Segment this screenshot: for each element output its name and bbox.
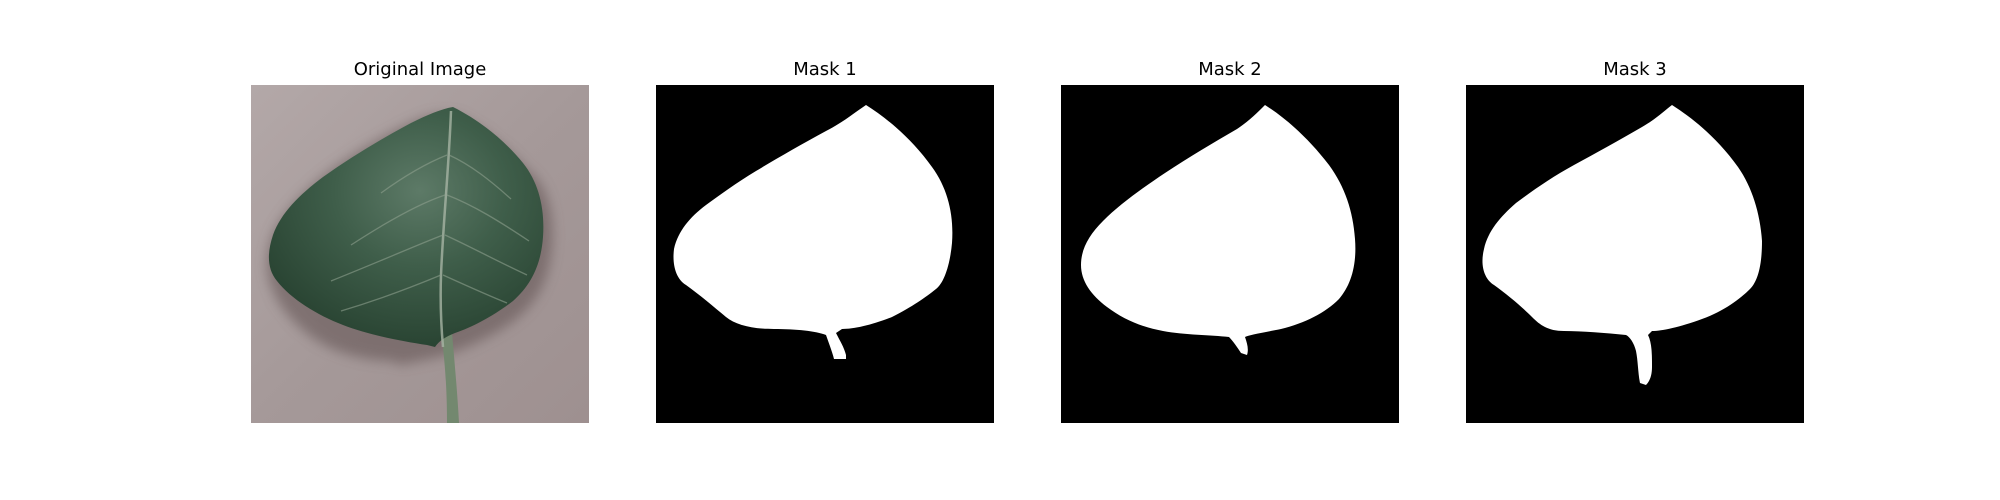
leaf-photo xyxy=(251,85,589,423)
panel-title: Mask 1 xyxy=(656,58,994,82)
panel-title: Original Image xyxy=(251,58,589,82)
panel-title: Mask 2 xyxy=(1061,58,1399,82)
panel-title: Mask 3 xyxy=(1466,58,1804,82)
mask-1-image xyxy=(656,85,994,423)
mask-2-image xyxy=(1061,85,1399,423)
mask-3-image xyxy=(1466,85,1804,423)
